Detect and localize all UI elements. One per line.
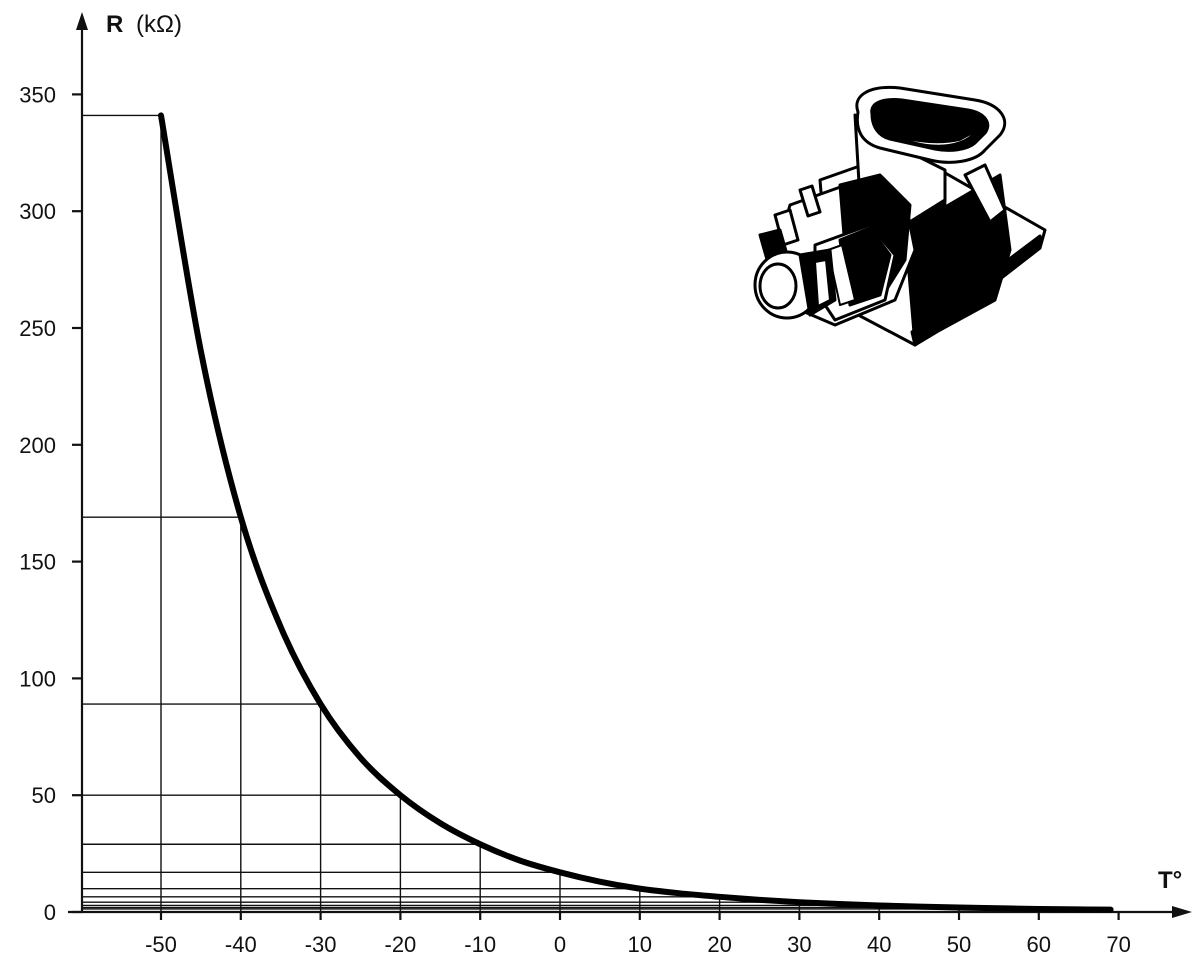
x-tick-label-0: -50 <box>145 932 177 957</box>
series-line-0 <box>158 112 1114 913</box>
y-tick-label-3: 150 <box>19 550 56 575</box>
y-tick-label-1: 50 <box>32 783 56 808</box>
y-axis-arrow <box>76 12 88 30</box>
x-tick-label-3: -20 <box>385 932 417 957</box>
y-tick-label-2: 100 <box>19 666 56 691</box>
x-tick-label-2: -30 <box>305 932 337 957</box>
y-tick-label-6: 300 <box>19 199 56 224</box>
y-axis-title: R (kΩ) <box>106 11 182 38</box>
x-tick-label-10: 50 <box>947 932 971 957</box>
y-axis-unit: (kΩ) <box>136 11 182 38</box>
y-tick-label-7: 350 <box>19 82 56 107</box>
x-tick-label-12: 70 <box>1106 932 1130 957</box>
y-tick-label-4: 200 <box>19 433 56 458</box>
reference-lines <box>82 114 1040 912</box>
temperature-sensor-connector-icon <box>753 85 1047 347</box>
y-axis-symbol: R <box>106 11 123 38</box>
x-tick-label-6: 10 <box>628 932 652 957</box>
x-tick-label-4: -10 <box>464 932 496 957</box>
x-tick-label-11: 60 <box>1027 932 1051 957</box>
x-tick-label-1: -40 <box>225 932 257 957</box>
axes <box>68 12 1192 920</box>
series-layer <box>158 112 1114 913</box>
tick-labels: 0 50 100 150 200 250 300 350 -50 -40 -30 -20 -10 0 10 2… <box>19 82 1131 957</box>
x-tick-label-5: 0 <box>554 932 566 957</box>
x-axis-arrow <box>1172 906 1192 918</box>
x-tick-label-8: 30 <box>787 932 811 957</box>
y-tick-label-0: 0 <box>44 900 56 925</box>
x-tick-label-9: 40 <box>867 932 891 957</box>
x-tick-label-7: 20 <box>707 932 731 957</box>
x-axis-title: T° <box>1158 867 1182 894</box>
y-tick-label-5: 250 <box>19 316 56 341</box>
